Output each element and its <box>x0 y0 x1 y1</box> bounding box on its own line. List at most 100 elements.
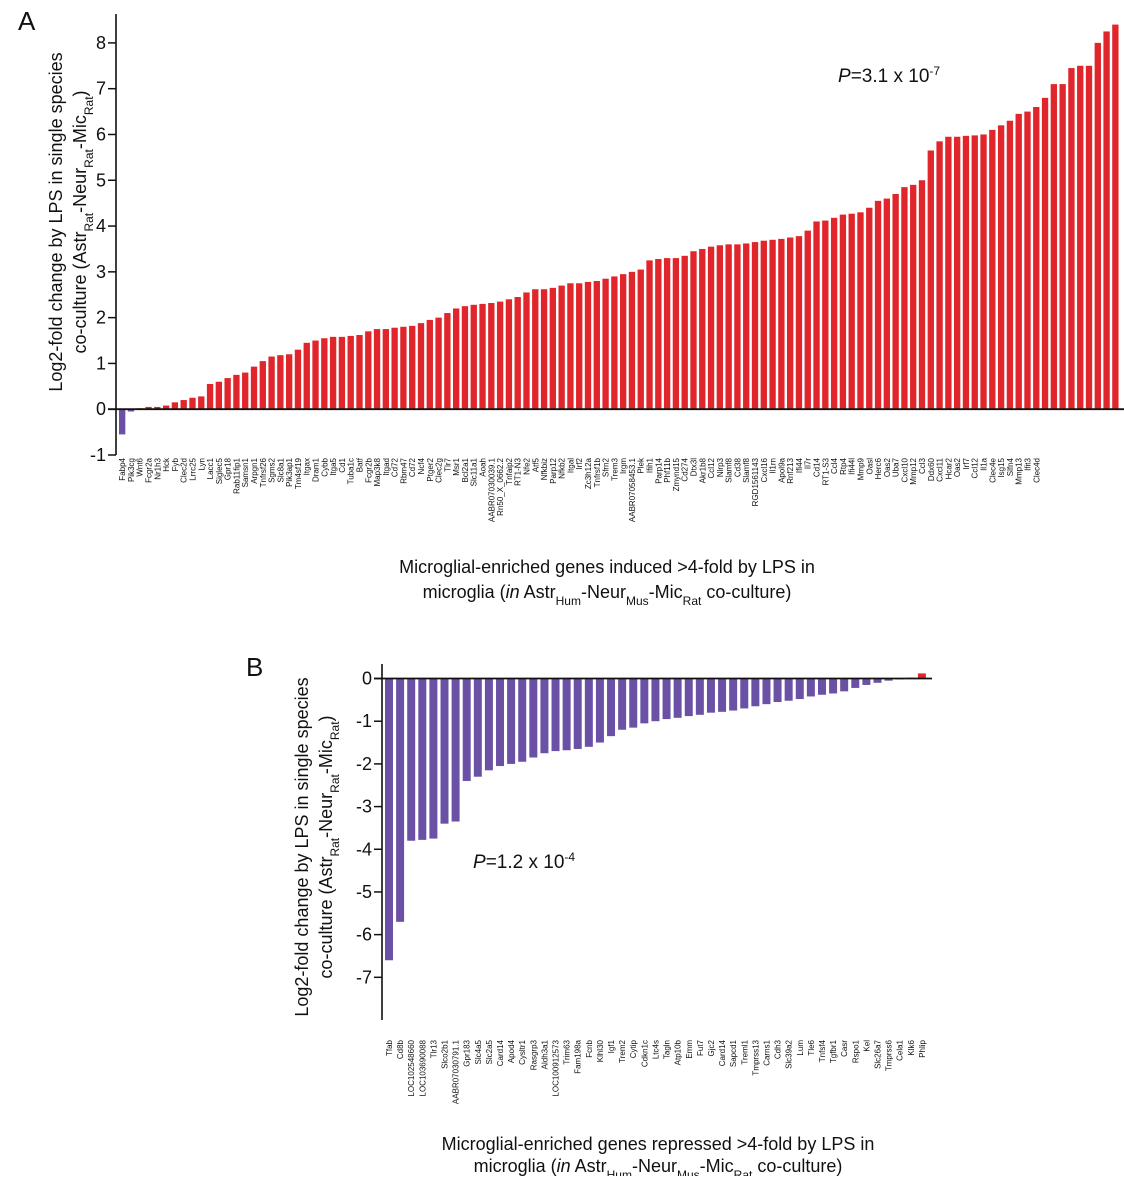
category-label: Parp12 <box>549 457 558 483</box>
bar <box>806 678 815 697</box>
bar <box>910 184 917 410</box>
category-label: Cdh3 <box>774 1039 783 1059</box>
bar <box>584 678 593 747</box>
bar <box>762 678 771 705</box>
bar <box>294 349 302 410</box>
category-label: Fabp4 <box>118 457 127 480</box>
bar <box>673 678 682 718</box>
category-label: Klk6 <box>907 1039 916 1055</box>
category-label: Itgax <box>303 458 312 475</box>
category-label: Cd274 <box>681 457 690 481</box>
bar <box>729 678 738 711</box>
y-tick-label: -1 <box>356 711 372 731</box>
category-label: Cd72 <box>391 457 400 477</box>
category-label: Ddx60 <box>927 457 936 481</box>
bar <box>829 678 838 694</box>
category-label: Tmprss13 <box>751 1039 760 1075</box>
bar <box>1103 31 1110 410</box>
category-label: Tlr7 <box>443 457 452 471</box>
bar <box>277 355 284 410</box>
category-label: Tm4sf19 <box>294 457 303 489</box>
bar <box>453 308 460 410</box>
bar <box>470 304 477 410</box>
y-tick-label: 5 <box>96 170 106 190</box>
bar <box>795 678 804 700</box>
bar <box>382 329 390 410</box>
category-label: Ifit3 <box>1023 457 1032 470</box>
bar <box>573 678 582 749</box>
y-tick-label: -2 <box>356 754 372 774</box>
bar <box>1024 111 1031 410</box>
y-axis-title-line1: Log2-fold change by LPS in single specie… <box>292 677 312 1016</box>
category-label: Cd8b <box>396 1039 405 1059</box>
category-label: Slc8a1 <box>276 457 285 482</box>
category-label: Msr1 <box>452 457 461 475</box>
bar <box>385 678 393 961</box>
category-label: Kel <box>862 1040 871 1052</box>
y-tick-label: -7 <box>356 967 372 987</box>
bar <box>646 260 653 410</box>
category-label: Atf5 <box>531 457 540 472</box>
y-tick-label: -3 <box>356 797 372 817</box>
x-axis-title-line1: Microglial-enriched genes induced >4-fol… <box>399 557 815 577</box>
bar <box>1077 65 1084 410</box>
bar <box>286 354 293 410</box>
bar <box>883 198 891 410</box>
category-label: Slc11a1 <box>470 457 479 486</box>
bar <box>259 361 266 410</box>
category-label: Il1rn <box>769 458 778 474</box>
y-tick-label: -5 <box>356 882 372 902</box>
category-label: Slc2a5 <box>485 1039 494 1064</box>
bar <box>787 237 794 410</box>
category-label: Apol9a <box>777 457 786 482</box>
category-label: Zmynd15 <box>672 457 681 491</box>
y-tick-label: 3 <box>96 262 106 282</box>
category-label: Rn50_X_0662.2 <box>496 457 505 515</box>
category-label: Card14 <box>718 1039 727 1066</box>
bar <box>901 187 908 410</box>
category-label: Fcnb <box>585 1039 594 1057</box>
bar <box>851 678 860 688</box>
category-label: LOC103690088 <box>418 1039 427 1096</box>
bar <box>640 678 649 724</box>
bar <box>1068 68 1075 410</box>
category-label: Tgfbr1 <box>829 1039 838 1063</box>
bar <box>233 374 240 410</box>
category-label: Cysltr1 <box>518 1039 527 1064</box>
bar <box>507 678 516 764</box>
bar <box>145 406 152 410</box>
bar <box>804 230 811 410</box>
bar <box>514 297 521 410</box>
bar <box>1050 84 1058 410</box>
category-label: Cd1 <box>338 457 347 472</box>
category-label: Irf7 <box>962 457 971 469</box>
bar <box>778 238 785 410</box>
bar <box>540 289 548 410</box>
bar <box>523 292 530 410</box>
bar <box>347 335 354 410</box>
category-label: Cybb <box>320 457 329 476</box>
category-label: Arpgn1 <box>250 457 259 483</box>
bar <box>127 409 135 412</box>
bar <box>884 678 893 681</box>
category-label: Mmp9 <box>856 457 865 480</box>
bar <box>1015 113 1022 410</box>
bar <box>690 251 697 410</box>
bar <box>751 678 760 707</box>
y-tick-label: -1 <box>90 445 106 465</box>
category-label: Rnf213 <box>786 457 795 483</box>
bar <box>567 283 574 410</box>
category-label: Fut7 <box>696 1039 705 1056</box>
bar <box>549 287 557 410</box>
category-label: Ifih1 <box>646 457 655 473</box>
bar <box>620 274 627 410</box>
bar <box>417 323 425 410</box>
category-label: Sgms2 <box>268 457 277 482</box>
bar <box>980 134 987 410</box>
category-label: Cxcl11 <box>936 457 945 481</box>
category-label: Tnfrsf26 <box>259 457 268 487</box>
bar <box>817 678 826 695</box>
y-tick-label: -4 <box>356 839 372 859</box>
bar <box>418 678 427 840</box>
category-label: Tle6 <box>807 1039 816 1055</box>
